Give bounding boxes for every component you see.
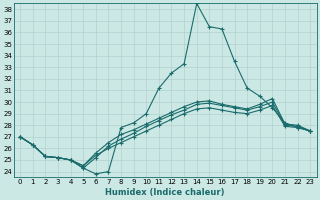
X-axis label: Humidex (Indice chaleur): Humidex (Indice chaleur) [106, 188, 225, 197]
